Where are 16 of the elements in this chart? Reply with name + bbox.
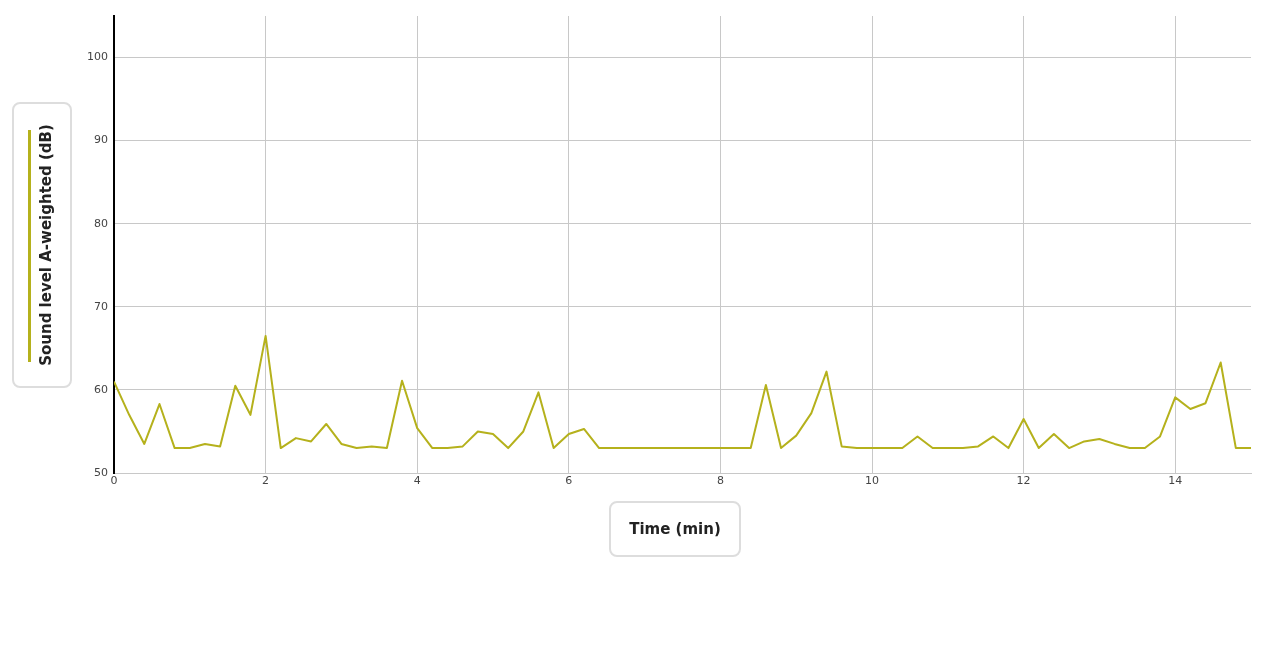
x-tick-label: 10 [865,474,879,488]
y-tick-label: 50 [94,465,108,479]
y-tick-label: 80 [94,216,108,230]
x-tick-label: 12 [1016,474,1031,488]
x-tick-label: 8 [716,474,724,488]
x-tick-label: 6 [565,474,573,488]
y-tick-label: 100 [87,50,108,64]
text: Sound level A-weighted (dB) [37,124,56,366]
y-tick-label: 60 [94,382,108,396]
x-axis-title: Time (min) [609,501,741,557]
y-tick-label: 70 [94,299,108,313]
x-tick-label: 2 [262,474,270,488]
x-tick-label: 14 [1168,474,1183,488]
x-tick-label: 4 [413,474,421,488]
x-tick-label: 0 [110,474,118,488]
y-tick-label: 90 [94,133,108,147]
